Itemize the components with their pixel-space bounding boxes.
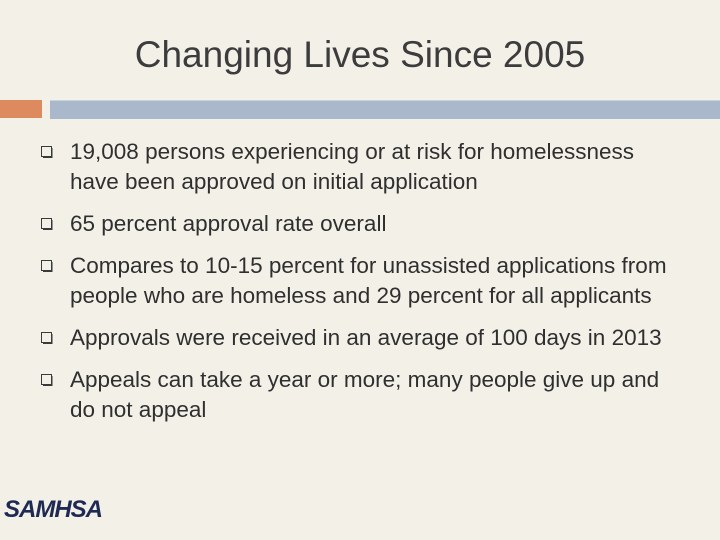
bullet-text: 65 percent approval rate overall	[70, 211, 387, 236]
slide-title: Changing Lives Since 2005	[134, 34, 586, 75]
bullet-icon	[41, 218, 53, 230]
accent-bar-blue	[50, 100, 720, 119]
bullet-item: 19,008 persons experiencing or at risk f…	[0, 137, 670, 197]
bullet-text: Compares to 10-15 percent for unassisted…	[70, 253, 667, 308]
bullet-list: 19,008 persons experiencing or at risk f…	[0, 137, 670, 437]
bullet-text: 19,008 persons experiencing or at risk f…	[70, 139, 635, 194]
logo: SAMHSA	[4, 496, 103, 523]
bullet-icon	[41, 332, 53, 344]
bullet-item: Approvals were received in an average of…	[0, 323, 670, 353]
accent-bar-orange	[0, 100, 42, 118]
bullet-item: Compares to 10-15 percent for unassisted…	[0, 251, 670, 311]
bullet-text: Appeals can take a year or more; many pe…	[70, 367, 660, 422]
bullet-icon	[41, 146, 53, 158]
bullet-item: 65 percent approval rate overall	[0, 209, 670, 239]
bullet-icon	[41, 374, 53, 386]
bullet-text: Approvals were received in an average of…	[70, 325, 662, 350]
bullet-item: Appeals can take a year or more; many pe…	[0, 365, 670, 425]
bullet-icon	[41, 260, 53, 272]
